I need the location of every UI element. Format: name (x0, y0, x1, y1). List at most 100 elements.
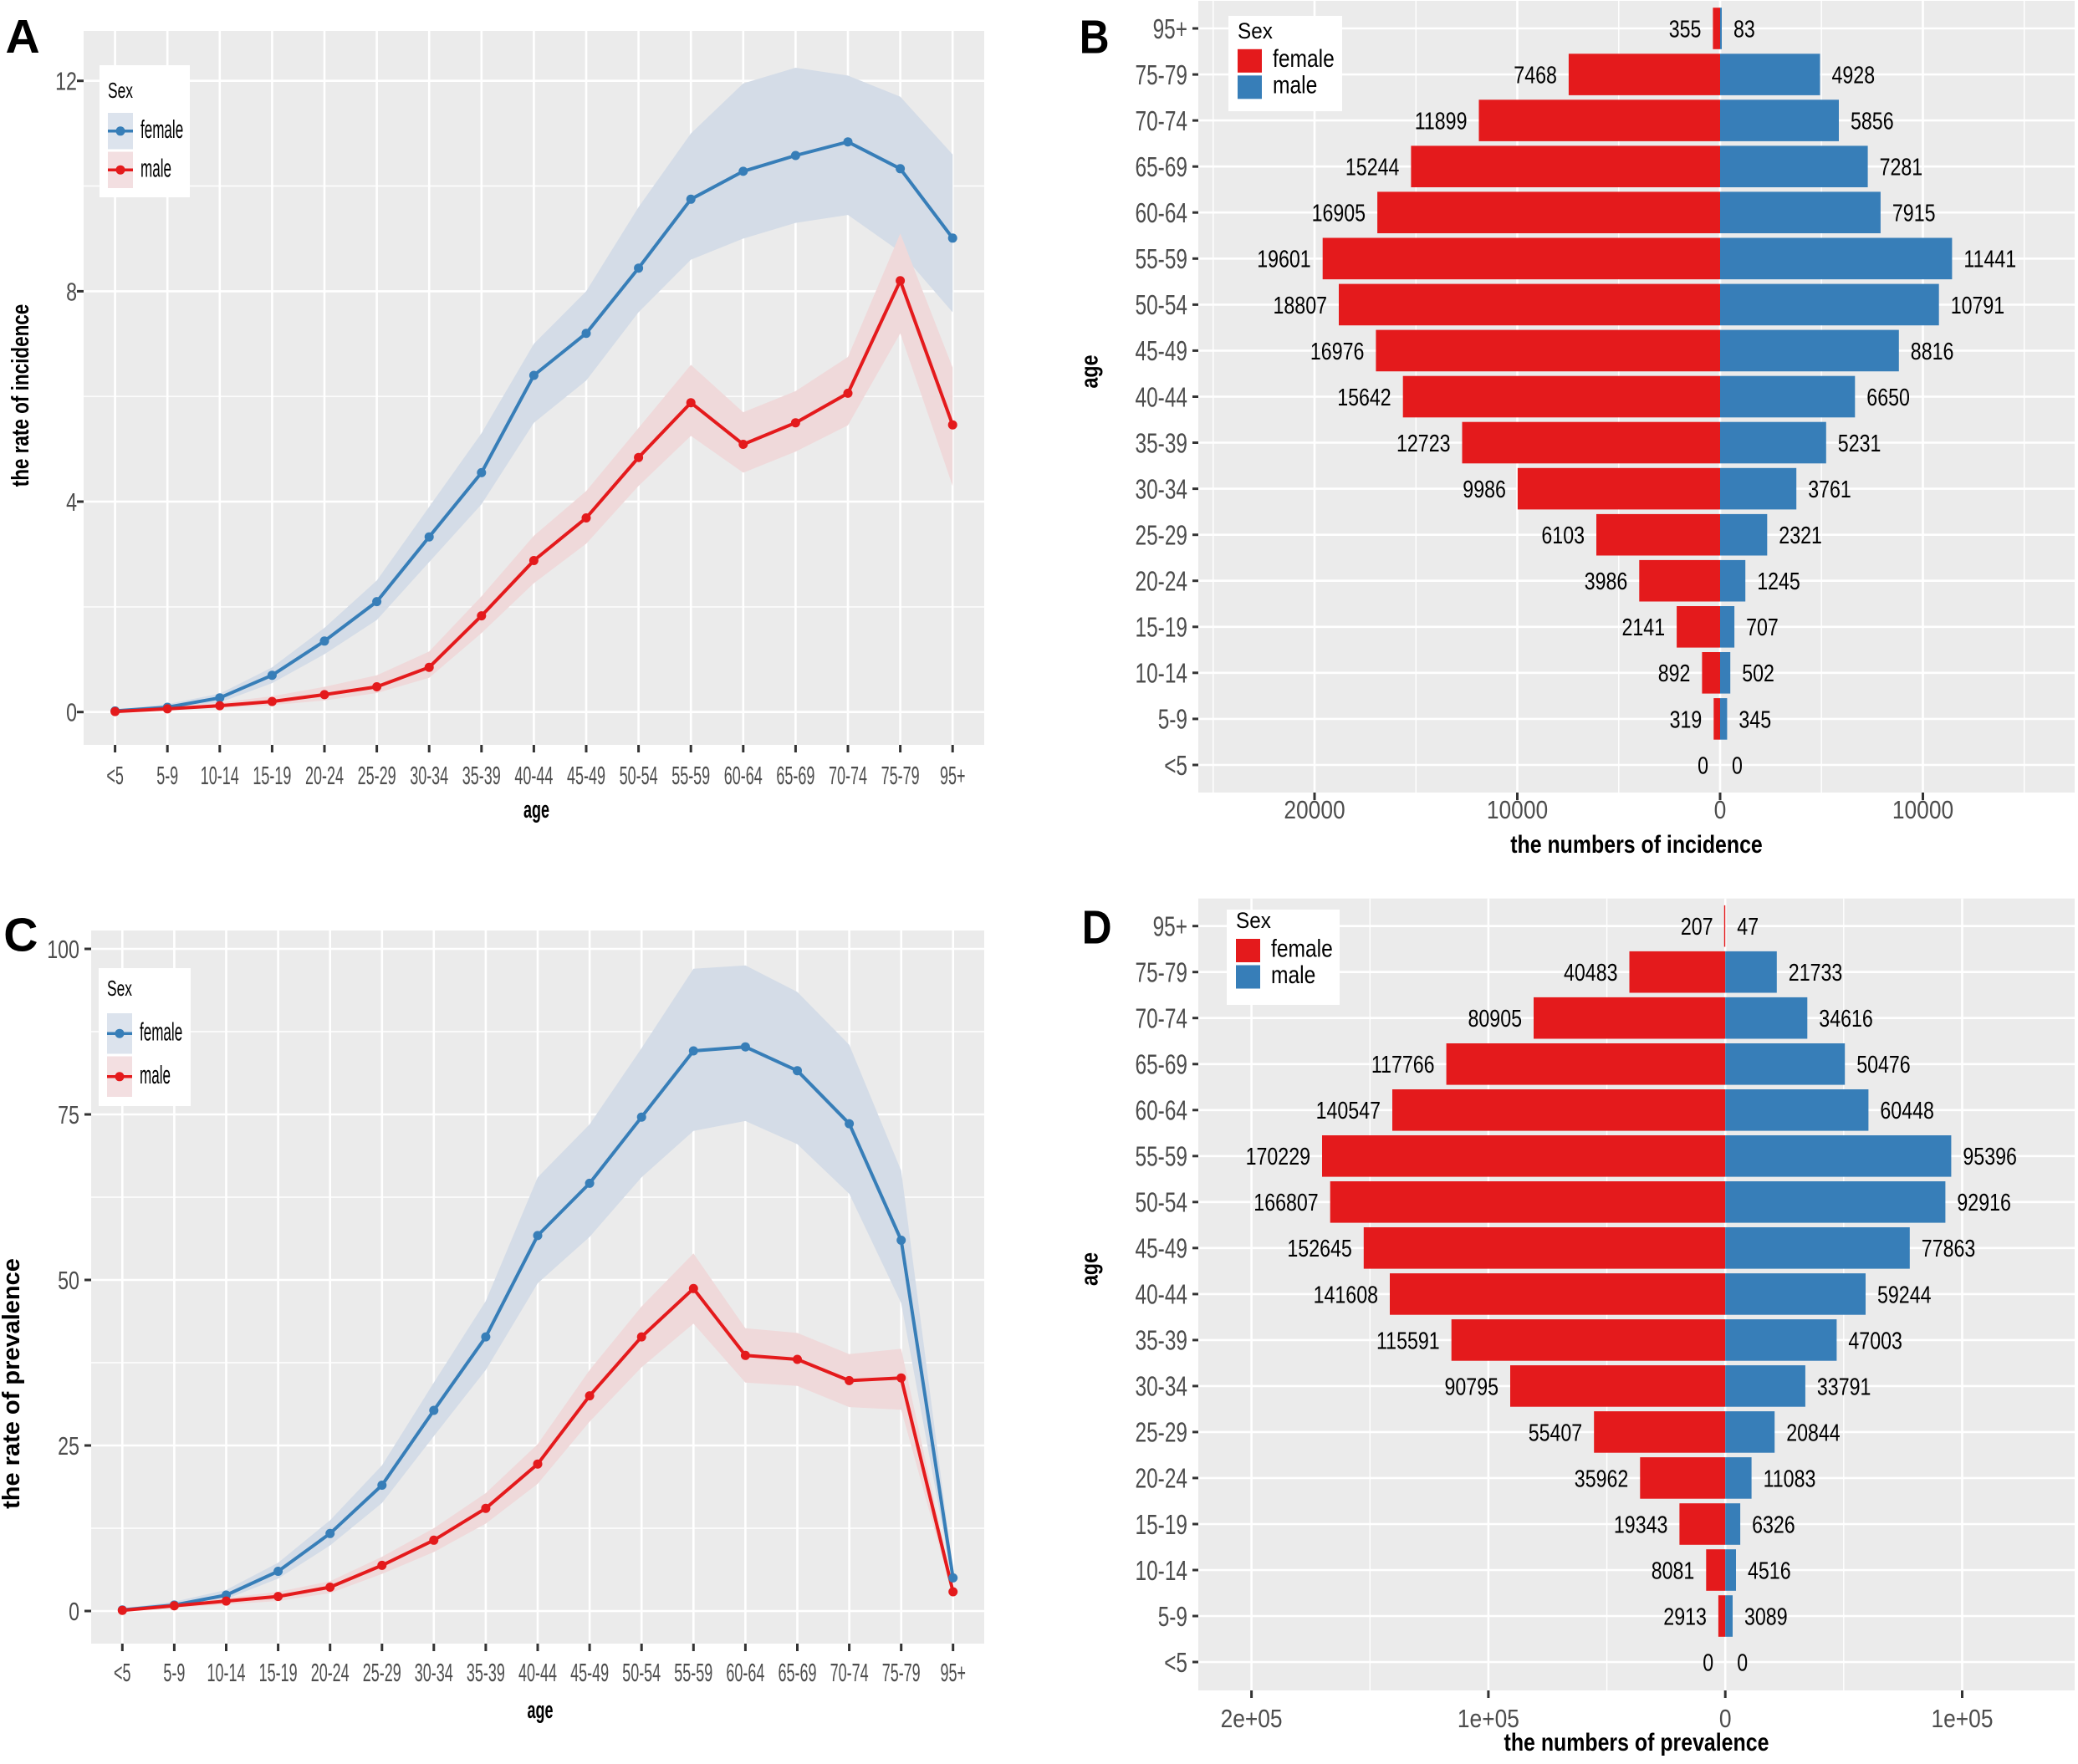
svg-text:50-54: 50-54 (1136, 289, 1188, 320)
svg-text:166807: 166807 (1253, 1190, 1318, 1216)
svg-text:35-39: 35-39 (1136, 1325, 1188, 1356)
svg-text:11899: 11899 (1415, 109, 1468, 135)
svg-text:female: female (1271, 936, 1333, 963)
svg-text:15-19: 15-19 (253, 761, 291, 790)
svg-text:45-49: 45-49 (1136, 1233, 1188, 1264)
svg-text:<5: <5 (114, 1658, 131, 1687)
svg-text:D: D (1082, 901, 1112, 955)
svg-text:141608: 141608 (1314, 1282, 1378, 1308)
svg-text:65-69: 65-69 (1136, 1049, 1188, 1080)
svg-text:35-39: 35-39 (1136, 427, 1188, 458)
svg-text:10-14: 10-14 (1136, 1555, 1188, 1586)
svg-text:50-54: 50-54 (622, 1658, 661, 1687)
svg-text:0: 0 (1703, 1649, 1713, 1676)
svg-text:80905: 80905 (1468, 1006, 1523, 1032)
svg-text:30-34: 30-34 (1136, 1371, 1188, 1402)
svg-text:90795: 90795 (1445, 1374, 1499, 1400)
svg-text:5856: 5856 (1851, 109, 1894, 135)
svg-text:18807: 18807 (1274, 293, 1328, 319)
svg-text:8081: 8081 (1652, 1558, 1695, 1584)
svg-text:the rate of prevalence: the rate of prevalence (0, 1258, 25, 1509)
svg-text:female: female (140, 115, 183, 144)
svg-text:75: 75 (58, 1100, 79, 1129)
svg-text:male: male (140, 154, 171, 183)
svg-text:47003: 47003 (1848, 1328, 1902, 1354)
svg-text:7915: 7915 (1892, 201, 1936, 227)
svg-text:60448: 60448 (1880, 1098, 1934, 1124)
svg-text:5-9: 5-9 (156, 761, 178, 790)
svg-text:40-44: 40-44 (1136, 1279, 1188, 1310)
svg-text:15-19: 15-19 (259, 1658, 298, 1687)
svg-text:95+: 95+ (1153, 911, 1187, 942)
svg-text:12723: 12723 (1396, 431, 1451, 457)
svg-text:25-29: 25-29 (1136, 520, 1188, 551)
svg-text:65-69: 65-69 (1136, 151, 1188, 182)
svg-text:892: 892 (1658, 660, 1691, 687)
svg-text:92916: 92916 (1957, 1190, 2011, 1216)
svg-text:0: 0 (1732, 752, 1743, 779)
svg-text:35-39: 35-39 (467, 1658, 505, 1687)
svg-text:0: 0 (1698, 752, 1708, 779)
svg-text:45-49: 45-49 (570, 1658, 609, 1687)
svg-text:4928: 4928 (1832, 63, 1876, 89)
svg-text:the numbers of prevalence: the numbers of prevalence (1504, 1729, 1769, 1756)
svg-text:the rate of incidence: the rate of incidence (8, 304, 34, 487)
svg-text:117766: 117766 (1371, 1052, 1435, 1078)
svg-text:140547: 140547 (1316, 1098, 1381, 1124)
svg-text:5231: 5231 (1838, 431, 1881, 457)
svg-text:male: male (140, 1060, 171, 1089)
svg-text:50-54: 50-54 (1136, 1187, 1188, 1218)
svg-text:20-24: 20-24 (305, 761, 344, 790)
svg-text:95396: 95396 (1963, 1144, 2017, 1170)
svg-text:35962: 35962 (1575, 1466, 1629, 1492)
svg-text:0: 0 (1737, 1649, 1748, 1676)
svg-text:female: female (140, 1017, 182, 1047)
svg-text:0: 0 (69, 1597, 79, 1626)
svg-text:75-79: 75-79 (1136, 957, 1188, 988)
svg-text:<5: <5 (106, 761, 124, 790)
svg-text:65-69: 65-69 (776, 761, 814, 790)
svg-text:0: 0 (1719, 1704, 1732, 1733)
svg-text:19343: 19343 (1614, 1512, 1668, 1538)
svg-text:60-64: 60-64 (726, 1658, 764, 1687)
svg-text:Sex: Sex (1236, 908, 1271, 933)
svg-text:30-34: 30-34 (1136, 473, 1188, 504)
svg-text:6326: 6326 (1752, 1512, 1795, 1538)
svg-text:12: 12 (55, 67, 77, 96)
svg-text:55407: 55407 (1529, 1420, 1583, 1446)
svg-text:1e+05: 1e+05 (1458, 1704, 1519, 1733)
svg-text:20-24: 20-24 (311, 1658, 350, 1687)
svg-text:60-64: 60-64 (1136, 197, 1188, 228)
svg-text:207: 207 (1681, 914, 1713, 941)
svg-text:5-9: 5-9 (1158, 1601, 1187, 1632)
svg-text:25-29: 25-29 (358, 761, 396, 790)
svg-text:15-19: 15-19 (1136, 1509, 1188, 1540)
svg-text:75-79: 75-79 (1136, 59, 1188, 90)
svg-text:152645: 152645 (1287, 1236, 1351, 1262)
svg-text:age: age (1077, 1252, 1104, 1286)
svg-text:7281: 7281 (1880, 155, 1923, 181)
svg-text:the numbers of incidence: the numbers of incidence (1510, 831, 1763, 859)
svg-text:25-29: 25-29 (363, 1658, 401, 1687)
svg-text:75-79: 75-79 (881, 761, 920, 790)
svg-text:70-74: 70-74 (1136, 105, 1188, 136)
svg-text:20-24: 20-24 (1136, 1463, 1188, 1494)
svg-text:8: 8 (66, 277, 77, 306)
svg-text:70-74: 70-74 (1136, 1003, 1188, 1034)
svg-text:1245: 1245 (1757, 568, 1800, 595)
svg-text:55-59: 55-59 (1136, 243, 1188, 274)
svg-text:170229: 170229 (1246, 1144, 1310, 1170)
svg-text:<5: <5 (1164, 750, 1187, 781)
svg-text:75-79: 75-79 (882, 1658, 921, 1687)
svg-text:50: 50 (58, 1266, 79, 1295)
svg-text:55-59: 55-59 (671, 761, 710, 790)
svg-text:9986: 9986 (1463, 477, 1506, 503)
svg-text:10000: 10000 (1892, 795, 1953, 824)
svg-text:1e+05: 1e+05 (1932, 1704, 1994, 1733)
svg-text:male: male (1271, 961, 1315, 989)
svg-text:5-9: 5-9 (1158, 704, 1187, 735)
svg-text:10000: 10000 (1487, 795, 1548, 824)
svg-text:8816: 8816 (1911, 339, 1954, 365)
svg-text:50-54: 50-54 (620, 761, 658, 790)
svg-text:15642: 15642 (1337, 385, 1391, 411)
